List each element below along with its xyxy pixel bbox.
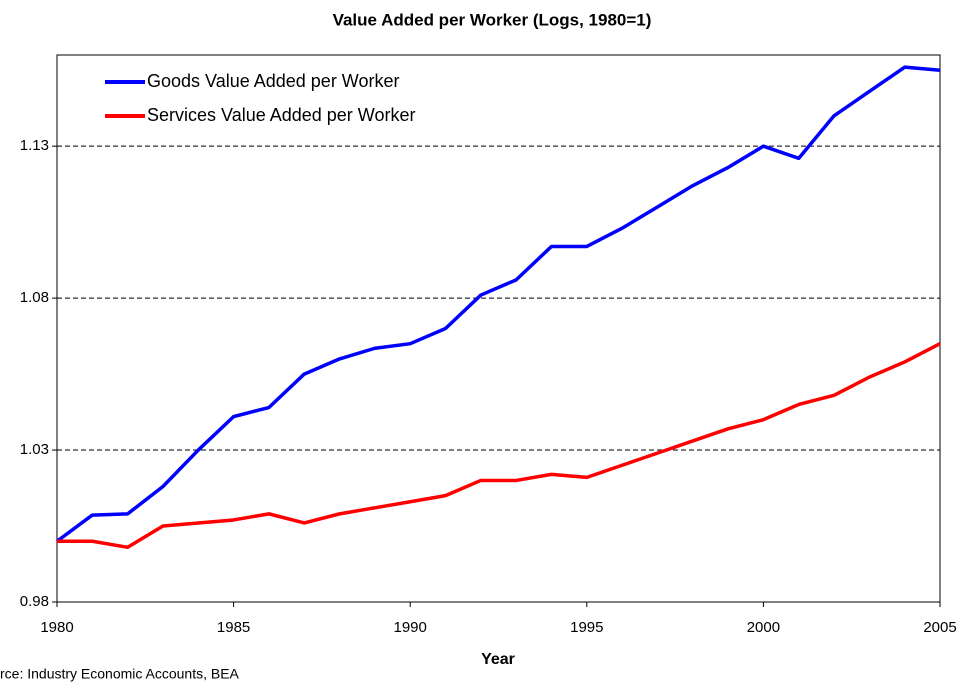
x-tick-label: 1995 [570,619,603,636]
x-tick-label: 1990 [394,619,427,636]
legend-label: Services Value Added per Worker [147,105,415,125]
y-tick-label: 0.98 [20,593,49,610]
series-line [55,65,941,543]
y-tick-label: 1.08 [20,289,49,306]
x-tick-label: 2005 [923,619,956,636]
series-line [57,342,941,550]
x-tick-label: 2000 [747,619,780,636]
x-tick-label: 1980 [40,619,73,636]
legend-label: Goods Value Added per Worker [147,71,399,91]
chart-title: Value Added per Worker (Logs, 1980=1) [333,10,652,29]
y-tick-label: 1.03 [20,441,49,458]
plot-border [56,54,941,603]
x-axis-title: Year [481,651,515,668]
y-tick-label: 1.13 [20,137,49,154]
source-note: rce: Industry Economic Accounts, BEA [0,666,240,682]
plot-area [57,55,940,602]
x-tick-label: 1985 [217,619,250,636]
